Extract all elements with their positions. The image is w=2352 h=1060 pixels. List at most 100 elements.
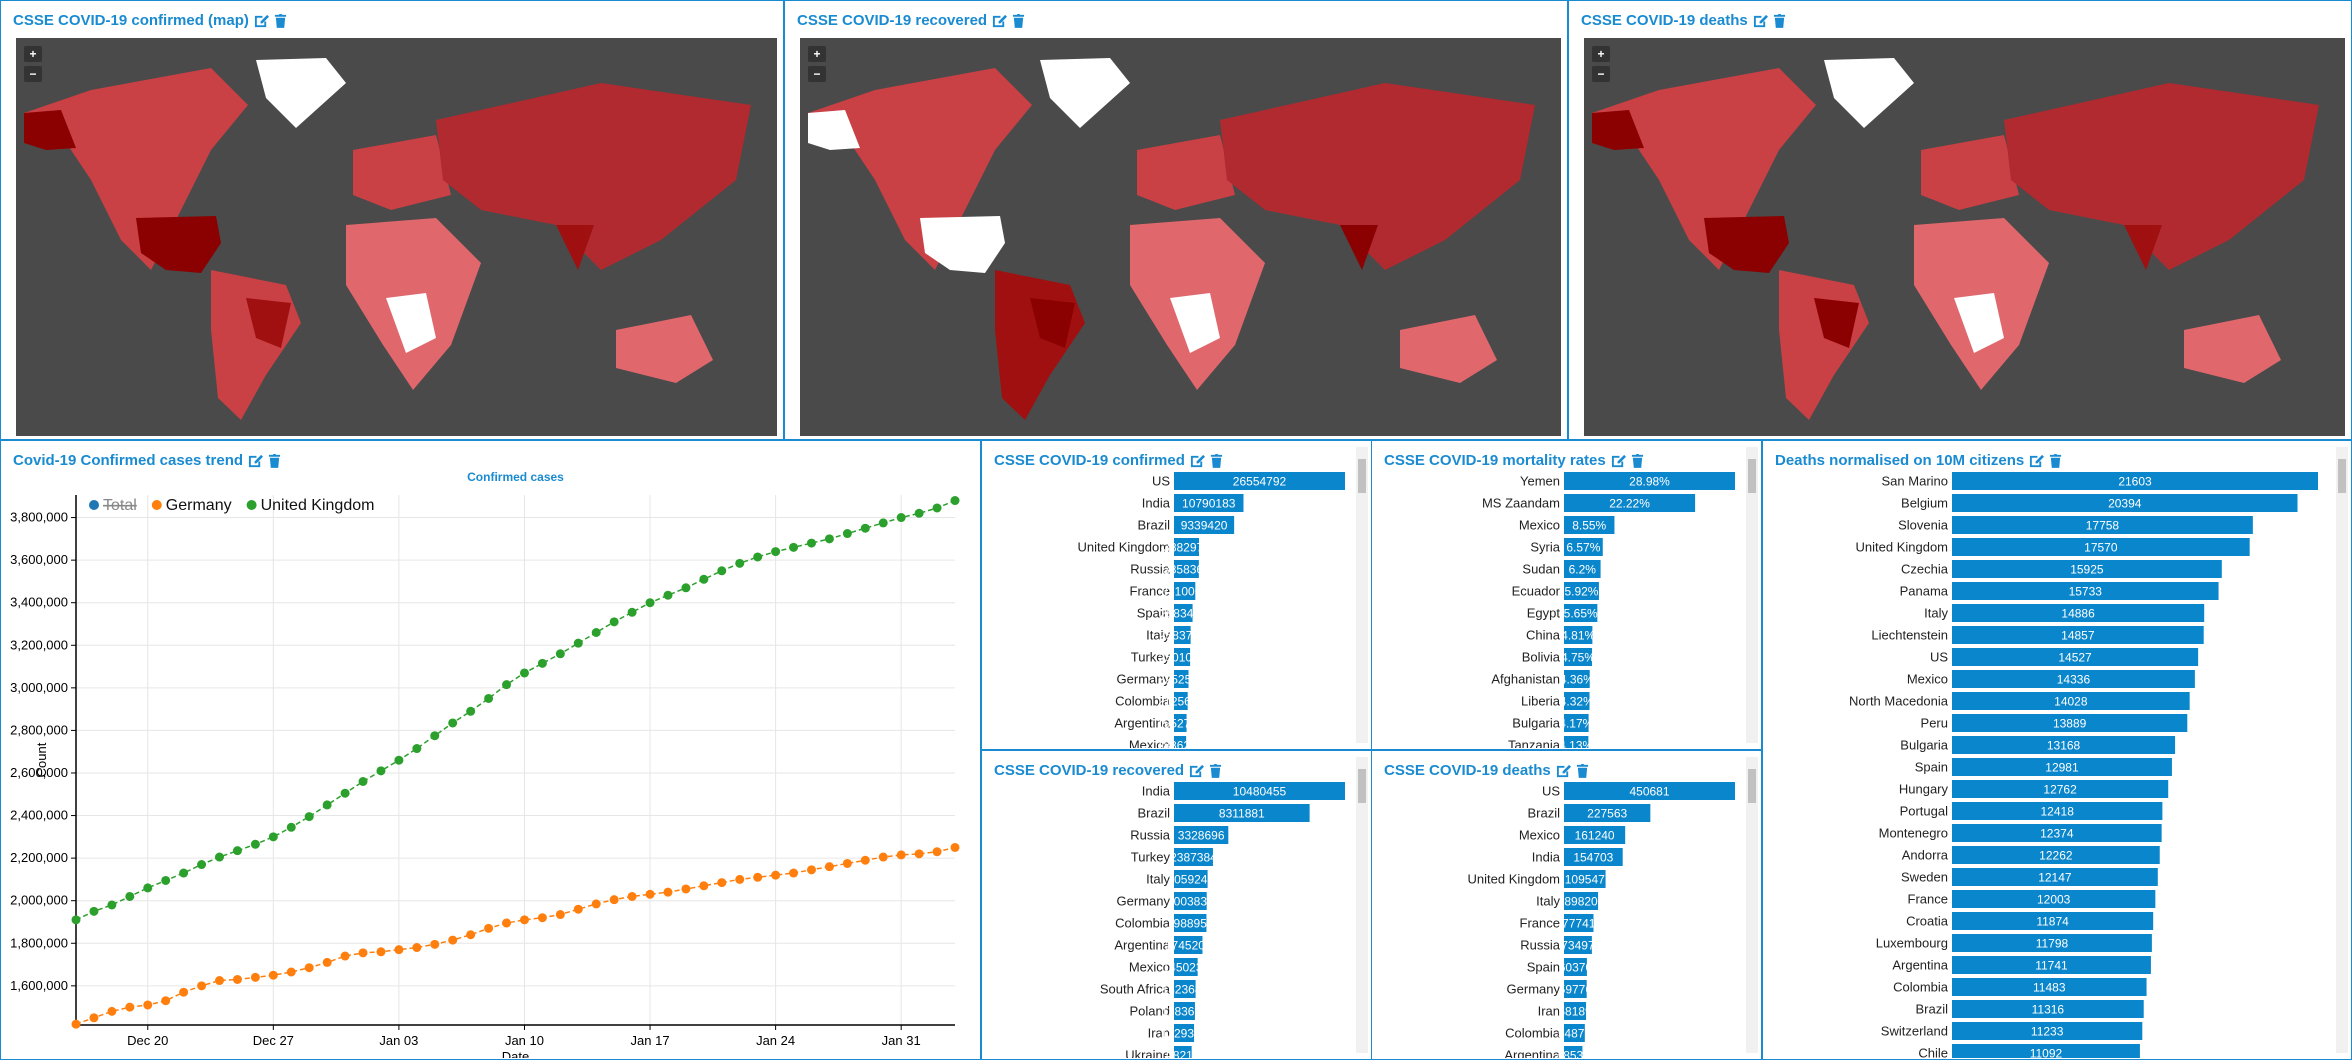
edit-icon[interactable] [248, 453, 264, 468]
bar-category: Iran [1538, 1004, 1560, 1019]
point [627, 607, 637, 617]
delete-icon[interactable] [1576, 763, 1589, 778]
scrollbar[interactable] [1746, 447, 1758, 743]
edit-icon[interactable] [254, 13, 269, 28]
bar-category: Luxembourg [1876, 936, 1948, 951]
bar-category: Colombia [1115, 694, 1171, 709]
point [609, 895, 619, 905]
bar [1174, 914, 1207, 932]
edit-icon[interactable] [1611, 453, 1626, 468]
bar-value-label: 54877 [1558, 1027, 1592, 1041]
point [878, 852, 888, 862]
bar-category: Spain [1915, 760, 1948, 775]
bar-value-label: 14857 [2061, 629, 2095, 643]
point [448, 935, 458, 945]
edit-icon[interactable] [1190, 453, 1205, 468]
bar [1174, 670, 1189, 688]
bar-category: South Africa [1100, 982, 1171, 997]
panel-title: Deaths normalised on 10M citizens [1775, 452, 2025, 469]
bar [1564, 472, 1735, 490]
delete-icon[interactable] [274, 13, 287, 28]
zoom-out[interactable]: − [1592, 66, 1610, 82]
bar [1952, 582, 2219, 600]
icon-shape [1631, 454, 1643, 468]
delete-icon[interactable] [1773, 13, 1786, 28]
panel-title: CSSE COVID-19 recovered [994, 762, 1185, 779]
edit-icon[interactable] [1189, 763, 1205, 778]
bar-value-label: 2501079 [1159, 651, 1206, 665]
y-tick-label: 3,800,000 [10, 510, 68, 525]
point [125, 891, 135, 901]
map[interactable]: + − [1584, 38, 2345, 436]
point [914, 849, 924, 859]
point [107, 1006, 117, 1016]
bar-category: Russia [1130, 828, 1171, 843]
icon-shape [274, 14, 286, 28]
scrollbar[interactable] [1356, 447, 1368, 743]
bar-category: Russia [1520, 938, 1561, 953]
zoom-in[interactable]: + [808, 46, 826, 62]
point [250, 839, 260, 849]
edit-icon[interactable] [1753, 13, 1768, 28]
bar-category: Peru [1921, 716, 1948, 731]
zoom-out[interactable]: − [24, 66, 42, 82]
zoom-in[interactable]: + [24, 46, 42, 62]
bar-category: Czechia [1901, 562, 1949, 577]
point [304, 812, 314, 822]
point [806, 538, 816, 548]
bar [1564, 870, 1606, 888]
delete-icon[interactable] [1210, 453, 1223, 468]
bar [1174, 1002, 1195, 1020]
edit-icon[interactable] [1556, 763, 1571, 778]
bar-value-label: 450681 [1629, 785, 1669, 799]
delete-icon[interactable] [1209, 763, 1222, 778]
delete-icon[interactable] [1012, 13, 1025, 28]
point [645, 598, 655, 608]
map[interactable]: + − [16, 38, 777, 436]
bar [1174, 892, 1207, 910]
point [950, 496, 960, 506]
y-tick-label: 2,600,000 [10, 765, 68, 780]
bar-category: Hungary [1899, 782, 1949, 797]
edit-icon[interactable] [992, 13, 1008, 28]
zoom-in[interactable]: + [1592, 46, 1610, 62]
delete-icon[interactable] [2049, 453, 2062, 468]
edit-icon[interactable] [2029, 453, 2045, 468]
bar-category: US [1542, 784, 1560, 799]
scrollbar[interactable] [1356, 757, 1368, 1053]
panel-header: CSSE COVID-19 recovered [797, 12, 1025, 29]
point [394, 945, 404, 955]
legend-label[interactable]: Total [103, 497, 137, 514]
point [591, 899, 601, 909]
point [681, 884, 691, 894]
map-shapes [1584, 38, 2345, 436]
bar-category: Italy [1536, 894, 1560, 909]
point [663, 887, 673, 897]
bar [1174, 980, 1196, 998]
scrollbar[interactable] [2336, 447, 2348, 1053]
bar [1564, 892, 1599, 910]
delete-icon[interactable] [1631, 453, 1644, 468]
bar-panel: Deaths normalised on 10M citizens San Mar… [1762, 440, 2352, 1060]
scroll-thumb [2338, 459, 2346, 493]
delete-icon[interactable] [268, 453, 281, 468]
map[interactable]: + − [800, 38, 1561, 436]
bar-value-label: 4.36% [1560, 673, 1594, 687]
point [860, 855, 870, 865]
bar [1952, 714, 2188, 732]
bar-category: Ukraine [1125, 1048, 1170, 1059]
point [645, 889, 655, 899]
scrollbar[interactable] [1746, 757, 1758, 1053]
bar [1952, 516, 2253, 534]
point [842, 529, 852, 539]
point [502, 918, 512, 928]
legend-label[interactable]: Germany [166, 497, 232, 514]
point [789, 868, 799, 878]
zoom-out[interactable]: − [808, 66, 826, 82]
panel-title: CSSE COVID-19 deaths [1384, 762, 1551, 779]
bar-category: Argentina [1892, 958, 1948, 973]
legend-label[interactable]: United Kingdom [261, 497, 375, 514]
bar [1564, 648, 1593, 666]
panel-title: Covid-19 Confirmed cases trend [13, 452, 244, 469]
bar-category: Colombia [1115, 916, 1171, 931]
